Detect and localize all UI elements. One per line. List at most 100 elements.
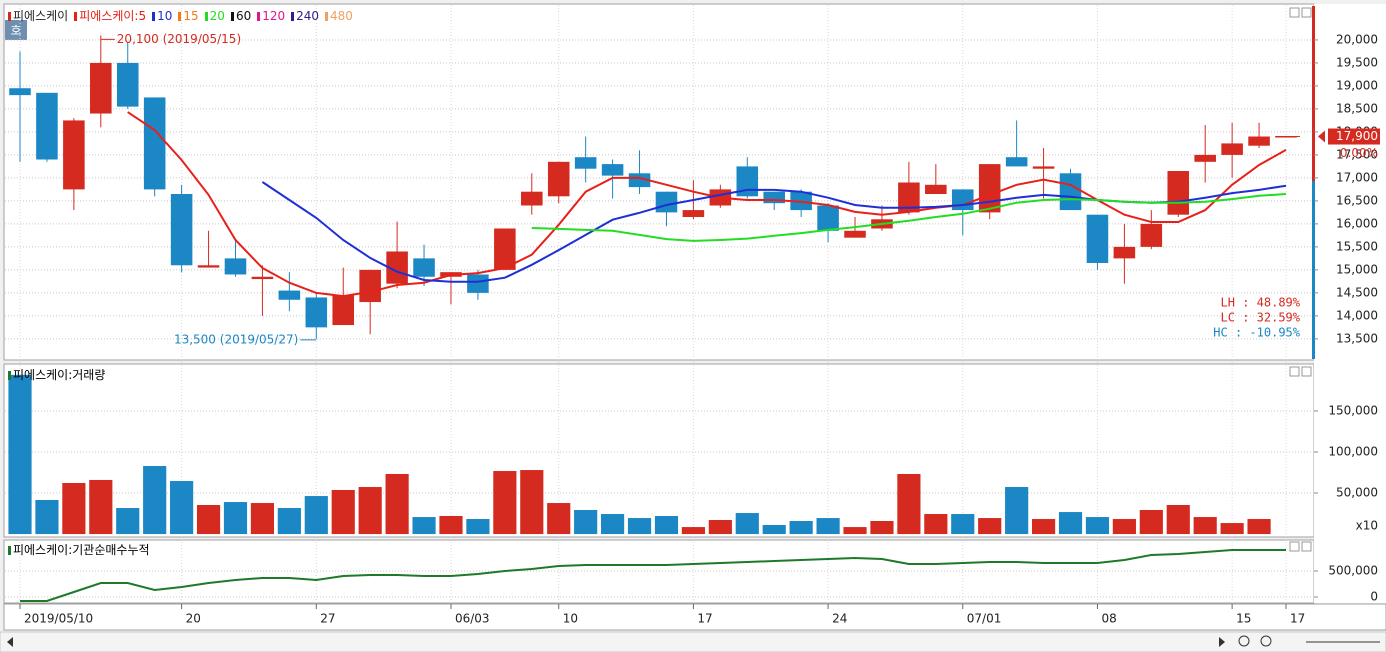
candle-body: [655, 191, 678, 213]
zoom-in[interactable]: [1260, 635, 1272, 647]
candle-body: [224, 258, 247, 275]
volume-bar: [493, 471, 517, 535]
y-tick-label: 18,500: [1336, 101, 1378, 115]
candle-body: [467, 274, 489, 293]
legend-marker: [325, 11, 329, 21]
volume-bar: [8, 374, 32, 535]
last-label: 17,900: [1336, 129, 1378, 143]
candle-body: [278, 290, 301, 300]
high-label: 20,100 (2019/05/15): [117, 32, 241, 46]
stat-label: LC : 32.59%: [1221, 311, 1301, 325]
panel-button[interactable]: [1289, 366, 1300, 377]
y-tick-label: 14,500: [1336, 285, 1378, 299]
candle-body: [978, 164, 1001, 213]
candle-body: [9, 88, 31, 96]
legend-marker: [204, 11, 208, 21]
volume-bar: [601, 514, 625, 535]
legend-label: 120: [262, 9, 286, 23]
panel-button[interactable]: [1301, 366, 1312, 377]
volume-bar: [520, 470, 544, 535]
legend-label: 20: [209, 9, 225, 23]
candle-body: [682, 210, 705, 217]
candle-body: [1248, 136, 1270, 146]
volume-bar: [1220, 523, 1244, 535]
panel-button[interactable]: [1289, 541, 1300, 552]
candle-body: [1005, 157, 1028, 167]
panel-button[interactable]: [1301, 541, 1312, 552]
y-tick-label: 14,000: [1336, 308, 1378, 322]
mode-button-label: 호: [10, 24, 21, 38]
candle-body: [951, 189, 974, 211]
candle-body: [197, 265, 220, 268]
panel-button[interactable]: [1301, 7, 1312, 18]
legend-label: 10: [157, 9, 173, 23]
volume-bar: [1085, 517, 1110, 535]
x-tick-label: 17: [1290, 612, 1305, 626]
unit-label: x10: [1356, 519, 1378, 533]
last-pointer: [1318, 130, 1325, 143]
legend-marker: [74, 11, 78, 21]
marker: [8, 370, 11, 380]
legend-marker: [8, 11, 11, 21]
x-tick-label: 24: [832, 612, 847, 626]
y-tick-label: 15,500: [1336, 239, 1378, 253]
volume-bar: [385, 473, 409, 535]
x-tick-label: 10: [563, 612, 578, 626]
candle-body: [413, 258, 435, 277]
volume-bar: [951, 514, 975, 535]
volume-bar: [735, 513, 759, 535]
candle-body: [90, 62, 112, 114]
volume-bar: [35, 499, 59, 535]
y-tick-label: 17,000: [1336, 170, 1378, 184]
volume-bar: [170, 481, 194, 535]
candle-body: [1113, 246, 1136, 259]
volume-bar: [304, 496, 328, 535]
candle-body: [305, 297, 328, 328]
candle-body: [1140, 223, 1163, 247]
y-tick-label: 19,500: [1336, 55, 1378, 69]
candle-body: [1194, 154, 1216, 162]
panel-button[interactable]: [1289, 7, 1300, 18]
candle-body: [1167, 171, 1190, 215]
volume-bar: [466, 519, 490, 535]
y-tick-label: 20,000: [1336, 32, 1378, 46]
scroll-right[interactable]: [1219, 637, 1225, 647]
volume-bar: [1139, 510, 1163, 535]
candle-body: [817, 205, 839, 231]
mode-button[interactable]: [5, 20, 27, 40]
volume-bar: [1193, 517, 1217, 535]
volume-bar: [897, 473, 921, 535]
y-tick-label: 13,500: [1336, 331, 1378, 345]
legend-label: 피에스케이: [13, 9, 69, 23]
candle-body: [844, 230, 866, 238]
x-tick-label: 2019/05/10: [24, 612, 93, 626]
candle-body: [898, 182, 920, 213]
y-tick-label: 50,000: [1336, 486, 1378, 500]
candle-body: [251, 276, 274, 280]
volume-bar: [762, 525, 786, 535]
range-bar: [1312, 6, 1315, 181]
y-tick-label: 150,000: [1328, 403, 1378, 417]
volume-bar: [654, 515, 679, 535]
legend-marker: [291, 11, 295, 21]
zoom-out[interactable]: [1238, 635, 1250, 647]
stat-label: LH : 48.89%: [1221, 296, 1301, 310]
marker: [8, 545, 11, 555]
ma-line: [127, 111, 1287, 298]
volume-bar: [1166, 504, 1190, 535]
candle-body: [1032, 166, 1055, 169]
volume-bar: [277, 508, 301, 535]
candle-body: [170, 193, 193, 266]
y-tick-label: 17,500: [1336, 147, 1378, 161]
y-tick-label: 0: [1370, 590, 1378, 604]
x-tick-label: 08: [1101, 612, 1116, 626]
change-label: 0.00%: [1340, 146, 1378, 160]
volume-bar: [978, 518, 1002, 535]
volume-panel: [3, 363, 1315, 538]
scrollbar[interactable]: [0, 631, 1386, 652]
legend-marker: [178, 11, 182, 21]
volume-bar: [358, 487, 382, 535]
scroll-left[interactable]: [7, 637, 13, 647]
